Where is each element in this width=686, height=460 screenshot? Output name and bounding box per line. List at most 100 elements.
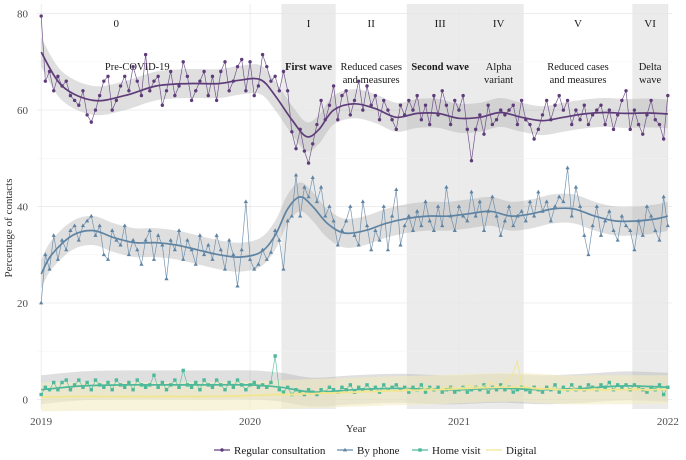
data-point-0-98 xyxy=(448,122,453,127)
data-point-2-54 xyxy=(265,385,269,390)
x-tick-label-1: 2020 xyxy=(239,416,262,428)
data-point-1-134 xyxy=(598,233,604,237)
data-point-1-100 xyxy=(456,204,462,208)
data-point-0-125 xyxy=(561,108,566,112)
data-point-2-74 xyxy=(348,383,353,387)
data-point-1-144 xyxy=(640,233,645,237)
data-point-1-138 xyxy=(615,237,620,242)
data-point-1-62 xyxy=(298,213,303,218)
data-point-1-16 xyxy=(105,257,111,261)
legend-item-0: Regular consultation xyxy=(214,445,326,457)
data-point-2-42 xyxy=(214,378,219,382)
data-point-1-42 xyxy=(214,233,219,237)
data-point-0-50 xyxy=(248,60,252,64)
data-point-1-101 xyxy=(461,213,466,218)
data-point-2-110 xyxy=(499,383,503,387)
y-tick-label-1: 20 xyxy=(17,298,29,310)
data-point-2-72 xyxy=(340,385,344,390)
data-point-0-89 xyxy=(411,108,415,112)
data-point-1-35 xyxy=(185,237,190,242)
data-point-0-104 xyxy=(473,127,478,132)
data-point-0-20 xyxy=(123,74,127,79)
data-point-0-43 xyxy=(219,69,223,74)
data-point-0-27 xyxy=(152,79,156,83)
data-point-1-40 xyxy=(206,242,211,247)
data-point-0-3 xyxy=(52,89,56,93)
data-point-0-120 xyxy=(540,113,545,117)
data-point-2-89 xyxy=(411,385,415,390)
period-number-0: 0 xyxy=(114,18,120,30)
data-point-0-28 xyxy=(156,74,160,79)
data-point-0-74 xyxy=(348,113,353,117)
data-point-0-56 xyxy=(273,74,277,79)
data-point-2-142 xyxy=(632,383,637,387)
data-point-0-11 xyxy=(85,113,89,117)
data-point-2-47 xyxy=(235,378,240,382)
data-point-1-99 xyxy=(452,228,457,233)
data-point-2-86 xyxy=(398,388,403,392)
data-point-0-94 xyxy=(432,93,436,98)
data-point-0-140 xyxy=(624,89,628,93)
data-point-0-32 xyxy=(173,93,177,98)
data-point-1-132 xyxy=(590,223,595,228)
data-point-0-72 xyxy=(340,93,344,98)
data-point-2-46 xyxy=(231,385,236,390)
data-point-1-85 xyxy=(394,187,399,192)
data-point-2-10 xyxy=(81,385,85,390)
data-point-2-52 xyxy=(256,385,261,390)
data-point-0-90 xyxy=(415,93,419,98)
data-point-1-32 xyxy=(172,247,177,252)
data-point-0-123 xyxy=(553,103,557,107)
data-point-2-62 xyxy=(298,390,302,394)
data-point-1-115 xyxy=(519,209,524,213)
data-point-0-22 xyxy=(131,64,135,69)
data-point-1-74 xyxy=(348,204,353,208)
data-point-2-12 xyxy=(89,388,94,392)
data-point-0-83 xyxy=(386,108,390,112)
period-number-1: I xyxy=(307,18,311,30)
data-point-2-58 xyxy=(281,390,286,394)
data-point-2-44 xyxy=(223,388,227,392)
data-point-2-124 xyxy=(557,390,561,394)
data-point-0-119 xyxy=(536,127,541,132)
period-label-6-1: wave xyxy=(639,75,661,86)
data-point-2-18 xyxy=(114,378,119,382)
data-point-2-5 xyxy=(60,380,64,385)
data-point-2-114 xyxy=(515,388,520,392)
data-point-0-58 xyxy=(281,69,286,74)
data-point-0-26 xyxy=(148,89,152,93)
y-tick-label-2: 40 xyxy=(17,202,29,214)
data-point-1-66 xyxy=(314,199,320,204)
data-point-1-79 xyxy=(369,247,374,252)
data-point-0-132 xyxy=(590,113,595,117)
data-point-0-115 xyxy=(519,98,524,103)
data-point-1-47 xyxy=(235,283,240,288)
data-point-2-107 xyxy=(486,390,490,394)
data-point-1-106 xyxy=(481,228,487,233)
data-point-0-61 xyxy=(294,146,298,151)
legend-marker-1 xyxy=(342,447,348,452)
data-point-1-64 xyxy=(306,194,311,199)
data-point-2-70 xyxy=(331,388,336,392)
data-point-2-92 xyxy=(423,390,428,394)
data-point-2-20 xyxy=(123,385,127,390)
legend-label-2: Home visit xyxy=(432,445,481,457)
y-tick-label-0: 0 xyxy=(23,394,29,406)
data-point-2-55 xyxy=(269,380,273,385)
data-point-2-69 xyxy=(327,385,332,390)
data-point-2-21 xyxy=(127,380,131,385)
data-point-2-134 xyxy=(599,383,603,387)
data-point-0-142 xyxy=(632,108,637,112)
period-label-3-0: Second wave xyxy=(411,62,469,73)
data-point-0-121 xyxy=(544,98,549,103)
data-point-0-138 xyxy=(615,113,620,117)
data-point-0-39 xyxy=(202,69,206,74)
data-point-1-43 xyxy=(218,247,223,252)
data-point-1-147 xyxy=(653,228,658,233)
data-point-1-23 xyxy=(135,247,140,252)
data-point-2-117 xyxy=(528,390,532,394)
data-point-2-41 xyxy=(210,385,215,390)
data-point-1-11 xyxy=(85,218,90,223)
data-point-0-134 xyxy=(599,103,603,107)
data-point-2-85 xyxy=(394,383,398,387)
